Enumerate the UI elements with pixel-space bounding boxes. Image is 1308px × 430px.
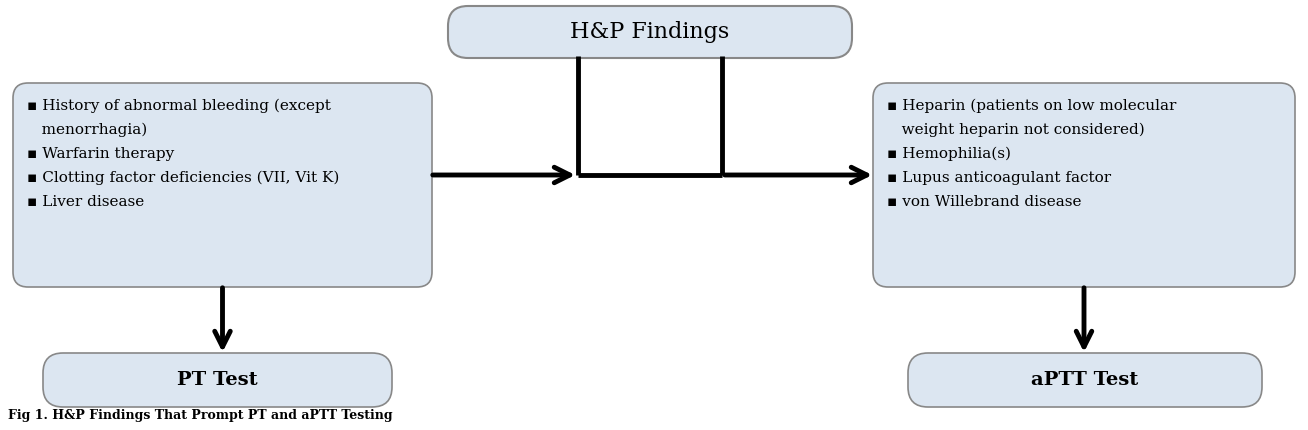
Text: ▪ Liver disease: ▪ Liver disease xyxy=(27,195,144,209)
Text: ▪ Hemophilia(s): ▪ Hemophilia(s) xyxy=(887,147,1011,161)
Text: ▪ Warfarin therapy: ▪ Warfarin therapy xyxy=(27,147,174,161)
Text: aPTT Test: aPTT Test xyxy=(1032,371,1139,389)
Text: ▪ von Willebrand disease: ▪ von Willebrand disease xyxy=(887,195,1082,209)
FancyBboxPatch shape xyxy=(449,6,852,58)
Text: ▪ Lupus anticoagulant factor: ▪ Lupus anticoagulant factor xyxy=(887,171,1110,185)
FancyBboxPatch shape xyxy=(872,83,1295,287)
FancyBboxPatch shape xyxy=(908,353,1262,407)
Text: menorrhagia): menorrhagia) xyxy=(27,123,148,138)
Text: ▪ Heparin (patients on low molecular: ▪ Heparin (patients on low molecular xyxy=(887,99,1176,114)
Text: ▪ History of abnormal bleeding (except: ▪ History of abnormal bleeding (except xyxy=(27,99,331,114)
FancyBboxPatch shape xyxy=(13,83,432,287)
Text: PT Test: PT Test xyxy=(177,371,258,389)
FancyBboxPatch shape xyxy=(43,353,392,407)
Text: H&P Findings: H&P Findings xyxy=(570,21,730,43)
Text: ▪ Clotting factor deficiencies (VII, Vit K): ▪ Clotting factor deficiencies (VII, Vit… xyxy=(27,171,339,185)
Text: weight heparin not considered): weight heparin not considered) xyxy=(887,123,1144,138)
Text: Fig 1. H&P Findings That Prompt PT and aPTT Testing: Fig 1. H&P Findings That Prompt PT and a… xyxy=(8,409,392,422)
